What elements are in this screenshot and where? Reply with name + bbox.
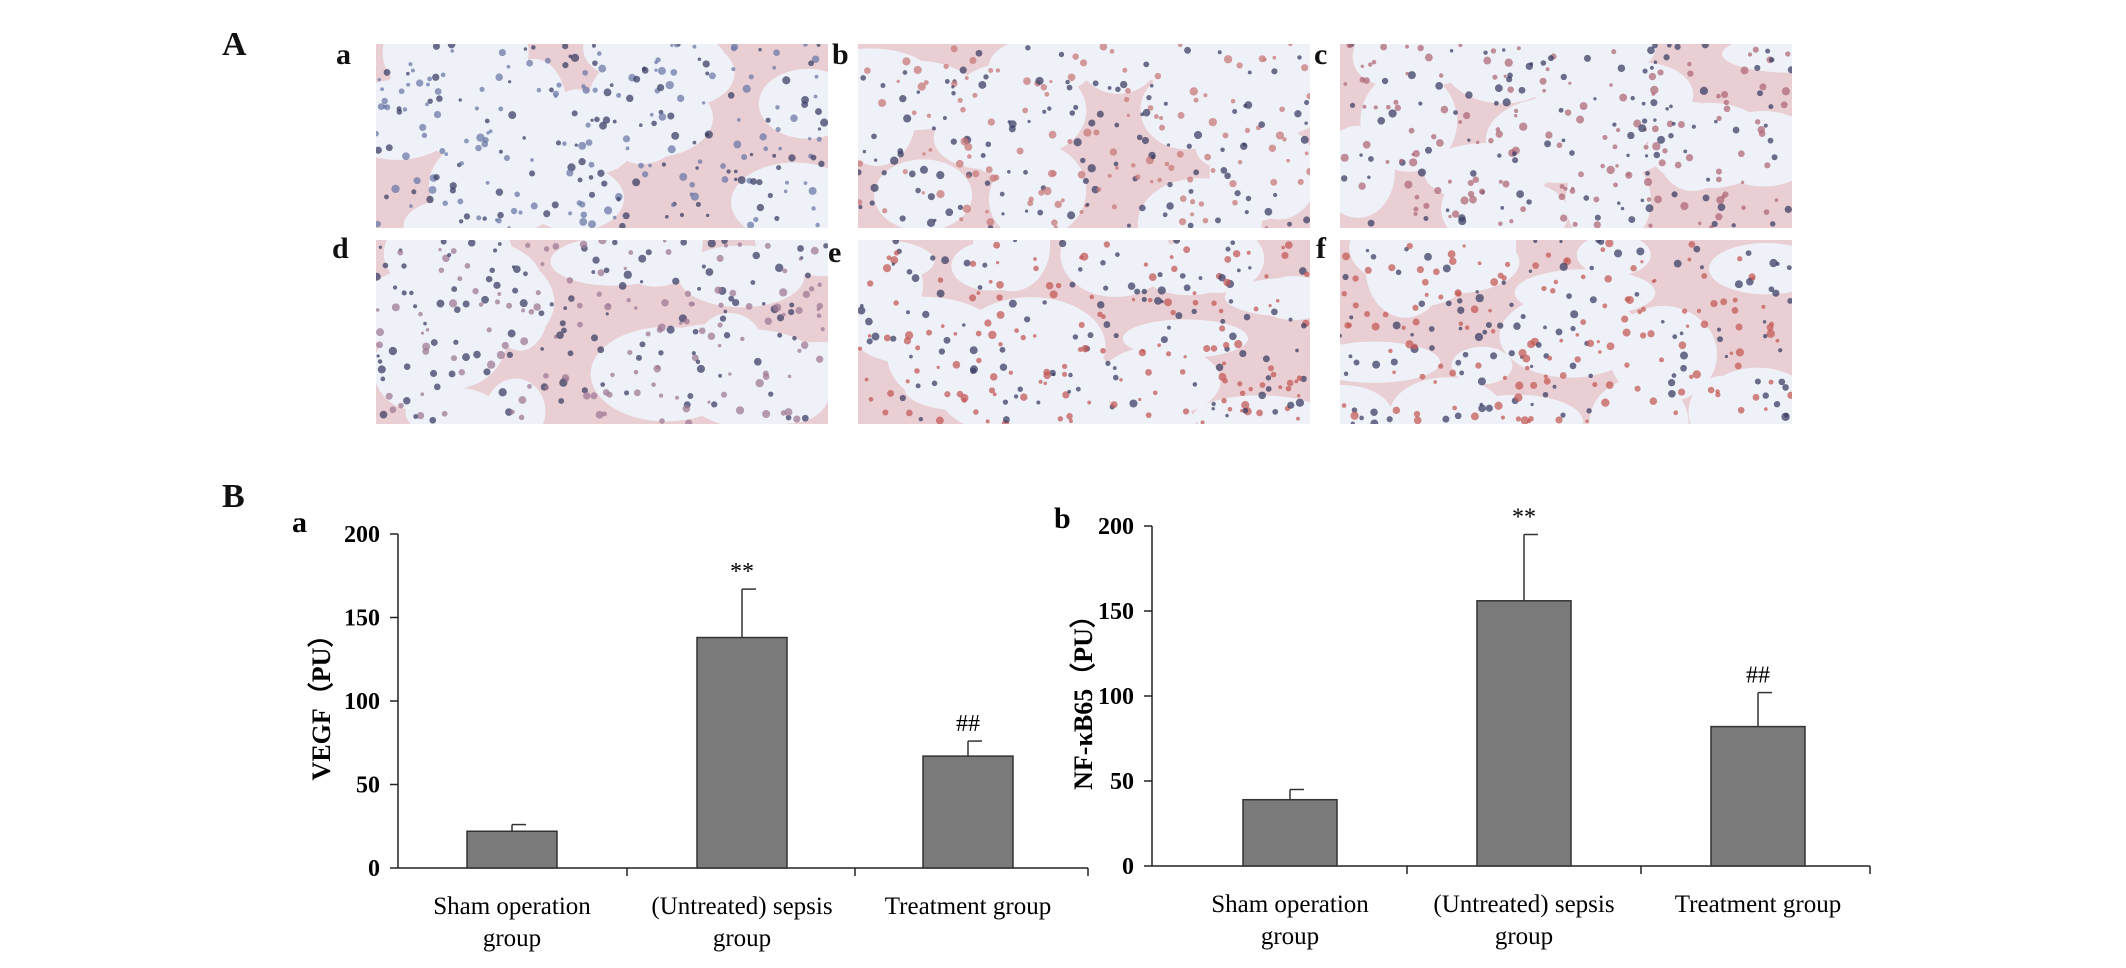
bar xyxy=(922,755,1014,869)
panel-b-letter: B xyxy=(222,478,245,515)
y-tick-label: 150 xyxy=(344,606,380,632)
micrograph-tissue xyxy=(376,240,828,424)
x-tick-label: (Untreated) sepsis xyxy=(1433,891,1614,918)
micrograph-b xyxy=(858,44,1310,228)
y-tick-label: 0 xyxy=(1122,854,1134,880)
bar xyxy=(466,830,558,869)
bar xyxy=(696,636,788,869)
micrograph-label-d: d xyxy=(332,232,349,265)
y-axis-label: VEGF（PU） xyxy=(307,622,336,781)
micrograph-tissue xyxy=(1340,240,1792,424)
chart-panel-label: a xyxy=(292,506,307,539)
micrograph-e xyxy=(858,240,1310,424)
micrograph-tissue xyxy=(858,44,1310,228)
micrograph-c xyxy=(1340,44,1792,228)
x-tick-label: Sham operation xyxy=(1211,891,1369,918)
y-tick-label: 0 xyxy=(368,856,380,882)
y-axis-label: NF-κB65（PU） xyxy=(1069,602,1098,790)
bar xyxy=(1476,600,1572,867)
y-tick-label: 200 xyxy=(344,522,380,548)
y-tick-label: 50 xyxy=(1110,769,1134,795)
x-tick-label: group xyxy=(1261,923,1319,950)
bar xyxy=(1242,798,1338,867)
micrograph-a xyxy=(376,44,828,228)
micrograph-tissue xyxy=(1340,44,1792,228)
micrograph-d xyxy=(376,240,828,424)
micrograph-label-f: f xyxy=(1316,232,1326,265)
significance-mark: ** xyxy=(1512,505,1536,531)
y-tick-label: 150 xyxy=(1098,599,1134,625)
micrograph-label-e: e xyxy=(828,236,842,269)
x-tick-label: group xyxy=(483,925,541,952)
y-tick-label: 100 xyxy=(344,689,380,715)
y-tick-label: 200 xyxy=(1098,514,1134,540)
micrograph-label-b: b xyxy=(832,38,849,71)
x-tick-label: Treatment group xyxy=(1675,891,1841,918)
micrograph-tissue xyxy=(858,240,1310,424)
micrograph-f xyxy=(1340,240,1792,424)
bar xyxy=(1710,725,1806,867)
x-tick-label: Treatment group xyxy=(885,893,1051,920)
micrograph-label-a: a xyxy=(336,38,351,71)
chart-panel-label: b xyxy=(1054,502,1071,535)
micrograph-label-c: c xyxy=(1314,38,1328,71)
panel-a-letter: A xyxy=(222,26,247,63)
x-tick-label: (Untreated) sepsis xyxy=(651,893,832,920)
x-tick-label: group xyxy=(1495,923,1553,950)
y-tick-label: 50 xyxy=(356,773,380,799)
x-tick-label: Sham operation xyxy=(433,893,591,920)
significance-mark: ## xyxy=(1746,663,1770,689)
x-tick-label: group xyxy=(713,925,771,952)
significance-mark: ## xyxy=(956,711,980,737)
y-tick-label: 100 xyxy=(1098,684,1134,710)
significance-mark: ** xyxy=(730,559,754,585)
micrograph-tissue xyxy=(376,44,828,228)
